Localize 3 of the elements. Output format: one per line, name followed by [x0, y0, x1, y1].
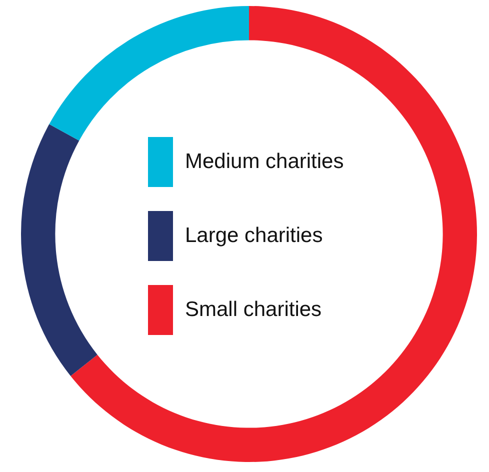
legend-label: Large charities — [185, 224, 323, 248]
legend-label: Small charities — [185, 298, 322, 322]
legend-label: Medium charities — [185, 150, 344, 174]
